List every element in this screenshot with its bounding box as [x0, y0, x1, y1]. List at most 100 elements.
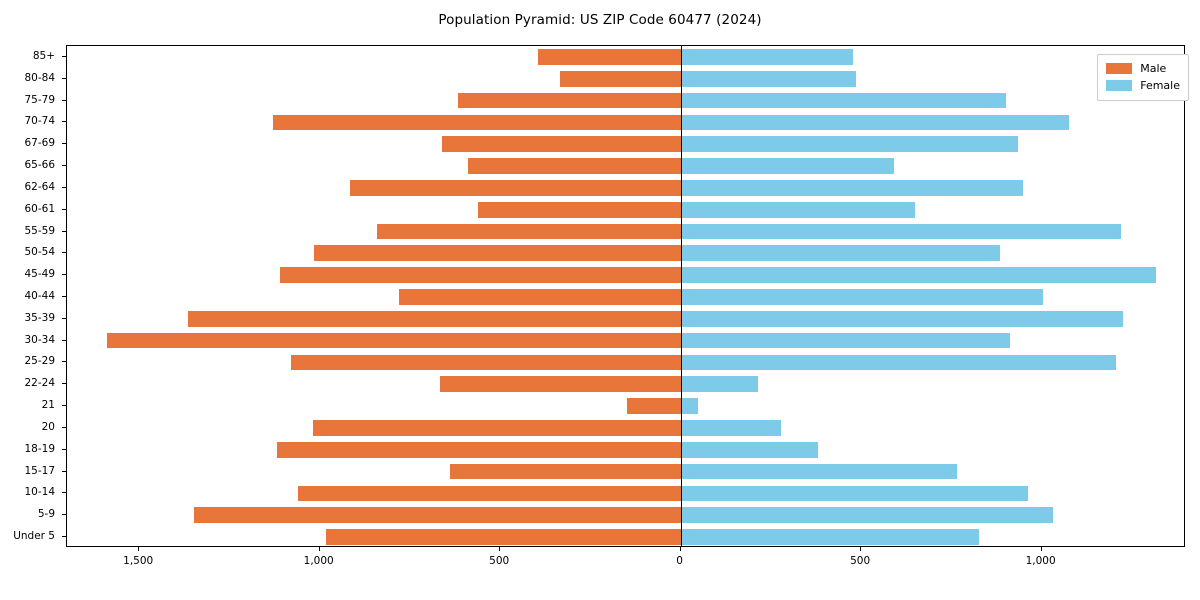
bar-group	[67, 114, 1184, 131]
y-axis-tick-mark	[62, 55, 66, 57]
bar-female	[680, 201, 915, 218]
y-axis-tick-mark	[62, 383, 66, 385]
y-axis-tick-label: 10-14	[24, 486, 55, 499]
x-axis-tick-mark	[138, 547, 140, 551]
bar-group	[67, 354, 1184, 371]
y-axis-tick-mark	[62, 405, 66, 407]
y-axis-tick-label: 21	[41, 399, 55, 412]
bar-male	[627, 398, 681, 414]
y-axis-tick-mark	[62, 121, 66, 123]
legend-label-female: Female	[1140, 79, 1180, 92]
y-axis-tick-mark	[62, 165, 66, 167]
y-axis-tick-mark	[62, 274, 66, 276]
y-axis-tick-label: 67-69	[24, 137, 55, 150]
zero-axis-line	[680, 46, 682, 546]
legend-swatch-female-icon	[1106, 80, 1133, 91]
bar-group	[67, 70, 1184, 87]
bar-male	[439, 376, 681, 393]
bar-male	[325, 529, 681, 545]
bar-group	[67, 136, 1184, 153]
bar-female	[680, 289, 1043, 305]
x-axis: 1,500 1,000 500 0 500 1,000	[66, 547, 1185, 587]
bar-group	[67, 267, 1184, 284]
bar-male	[187, 310, 681, 327]
x-axis-tick-mark	[499, 547, 501, 551]
y-axis-tick-label: 40-44	[24, 290, 55, 302]
bar-male	[457, 92, 681, 109]
y-axis-tick-mark	[62, 186, 66, 188]
bar-male	[290, 354, 681, 371]
y-axis-tick-mark	[62, 514, 66, 516]
bar-female	[680, 354, 1117, 371]
bar-male	[377, 223, 681, 240]
bar-female	[680, 463, 957, 480]
y-axis-tick-mark	[62, 317, 66, 319]
bar-female	[680, 92, 1006, 109]
bar-female	[680, 180, 1023, 196]
bar-group	[67, 441, 1184, 458]
bar-male	[468, 158, 681, 174]
x-axis-tick-mark	[318, 547, 320, 551]
bar-group	[67, 376, 1184, 393]
chart-legend: Male Female	[1097, 54, 1189, 101]
y-axis-tick-mark	[62, 426, 66, 428]
bar-group	[67, 463, 1184, 480]
bar-group	[67, 92, 1184, 109]
y-axis-tick-mark	[62, 448, 66, 450]
bar-female	[680, 398, 698, 414]
y-axis-tick-label: 60-61	[24, 202, 55, 215]
x-axis-tick-label: 500	[850, 555, 871, 567]
bar-female	[680, 70, 857, 87]
y-axis-tick-label: 70-74	[24, 115, 55, 128]
bar-group	[67, 180, 1184, 196]
bar-male	[314, 245, 681, 262]
y-axis-tick-label: 30-34	[24, 333, 55, 346]
y-axis-tick-label: 5-9	[37, 508, 55, 521]
bar-group	[67, 223, 1184, 240]
y-axis-tick-mark	[62, 230, 66, 232]
bar-male	[279, 267, 681, 284]
y-axis-tick-mark	[62, 361, 66, 363]
legend-swatch-male-icon	[1106, 63, 1133, 74]
bar-male	[560, 70, 681, 87]
x-axis-tick-label: 1,000	[1025, 555, 1056, 567]
y-axis-tick-mark	[62, 77, 66, 79]
y-axis-tick-label: 62-64	[24, 180, 55, 193]
bar-group	[67, 420, 1184, 436]
legend-item-male[interactable]: Male	[1106, 60, 1180, 77]
x-axis-tick-label: 1,000	[303, 555, 334, 567]
bar-female	[680, 376, 759, 393]
y-axis-tick-mark	[62, 208, 66, 210]
bar-male	[442, 136, 681, 153]
bar-female	[680, 223, 1121, 240]
y-axis-tick-label: 45-49	[24, 268, 55, 281]
bar-group	[67, 289, 1184, 305]
bar-female	[680, 136, 1018, 153]
bar-male	[276, 441, 681, 458]
bar-male	[298, 485, 681, 502]
bar-female	[680, 485, 1029, 502]
y-axis-tick-mark	[62, 99, 66, 101]
y-axis-tick-label: 25-29	[24, 355, 55, 368]
y-axis: Under 5 5-9 10-14 15-17 18-19 20 21 22-24 25-29 3…	[0, 45, 66, 547]
y-axis-tick-mark	[62, 339, 66, 341]
legend-item-female[interactable]: Female	[1106, 77, 1180, 94]
y-axis-tick-mark	[62, 252, 66, 254]
chart-title: Population Pyramid: US ZIP Code 60477 (2…	[438, 12, 762, 28]
x-axis-tick-label: 0	[676, 555, 683, 567]
bar-group	[67, 529, 1184, 545]
y-axis-tick-mark	[62, 143, 66, 145]
bars-layer	[67, 46, 1184, 546]
y-axis-tick-label: Under 5	[13, 530, 55, 543]
plot-area	[66, 45, 1185, 547]
y-axis-tick-label: 35-39	[24, 311, 55, 324]
bar-male	[450, 463, 681, 480]
y-axis-tick-mark	[62, 296, 66, 297]
y-axis-tick-label: 80-84	[24, 71, 55, 84]
bar-group	[67, 398, 1184, 414]
bar-group	[67, 158, 1184, 174]
x-axis-tick-label: 1,500	[123, 555, 154, 567]
y-axis-tick-label: 15-17	[24, 464, 55, 477]
bar-female	[680, 267, 1157, 284]
